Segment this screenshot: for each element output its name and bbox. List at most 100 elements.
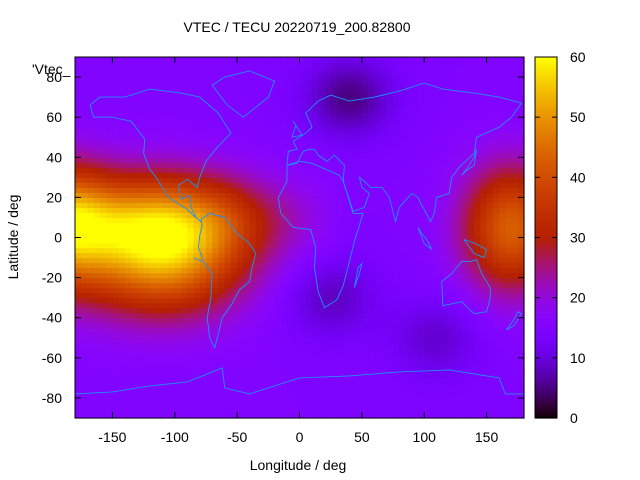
heatmap-cell	[505, 372, 513, 379]
heatmap-cell	[75, 327, 82, 334]
heatmap-cell	[87, 167, 95, 173]
heatmap-cell	[224, 112, 232, 118]
heatmap-cell	[361, 282, 369, 289]
heatmap-cell	[499, 397, 506, 404]
heatmap-cell	[486, 152, 494, 158]
heatmap-cell	[455, 107, 463, 113]
heatmap-cell	[386, 342, 394, 349]
heatmap-cell	[75, 237, 82, 244]
heatmap-cell	[187, 347, 195, 354]
heatmap-cell	[224, 267, 232, 274]
heatmap-cell	[349, 357, 357, 364]
heatmap-cell	[199, 322, 207, 329]
heatmap-cell	[168, 287, 176, 294]
heatmap-cell	[93, 152, 101, 158]
heatmap-cell	[156, 307, 163, 314]
heatmap-cell	[324, 312, 332, 319]
heatmap-cell	[81, 102, 89, 108]
heatmap-cell	[199, 332, 207, 339]
heatmap-cell	[393, 112, 400, 118]
heatmap-cell	[355, 57, 363, 63]
heatmap-cell	[224, 192, 232, 198]
heatmap-cell	[168, 152, 176, 158]
heatmap-cell	[75, 197, 82, 203]
heatmap-cell	[349, 262, 357, 269]
heatmap-cell	[293, 232, 301, 239]
heatmap-cell	[324, 317, 332, 324]
heatmap-cell	[430, 237, 438, 244]
heatmap-cell	[124, 282, 132, 289]
heatmap-cell	[287, 182, 294, 188]
heatmap-cell	[442, 257, 450, 264]
heatmap-cell	[230, 342, 238, 349]
heatmap-cell	[131, 412, 138, 419]
heatmap-cell	[212, 82, 220, 88]
heatmap-cell	[492, 172, 500, 178]
heatmap-cell	[187, 217, 195, 224]
heatmap-cell	[393, 302, 400, 309]
heatmap-cell	[505, 337, 513, 344]
heatmap-cell	[461, 242, 469, 249]
heatmap-cell	[311, 372, 319, 379]
heatmap-cell	[212, 357, 220, 364]
heatmap-cell	[436, 112, 444, 118]
heatmap-cell	[268, 197, 276, 203]
heatmap-cell	[212, 102, 220, 108]
heatmap-cell	[131, 112, 138, 118]
heatmap-cell	[187, 307, 195, 314]
heatmap-cell	[455, 342, 463, 349]
heatmap-cell	[218, 152, 226, 158]
heatmap-cell	[168, 382, 176, 389]
heatmap-cell	[280, 57, 288, 63]
heatmap-cell	[330, 222, 338, 229]
heatmap-cell	[137, 352, 145, 359]
heatmap-cell	[99, 152, 107, 158]
heatmap-cell	[318, 342, 326, 349]
heatmap-cell	[287, 82, 294, 88]
heatmap-cell	[480, 82, 488, 88]
heatmap-cell	[193, 412, 201, 419]
heatmap-cell	[230, 407, 238, 414]
heatmap-cell	[424, 397, 432, 404]
heatmap-cell	[93, 137, 101, 143]
heatmap-cell	[118, 77, 126, 83]
heatmap-cell	[262, 282, 269, 289]
heatmap-cell	[118, 122, 126, 128]
heatmap-cell	[118, 292, 126, 299]
heatmap-cell	[280, 327, 288, 334]
heatmap-cell	[393, 402, 400, 409]
heatmap-cell	[380, 242, 388, 249]
heatmap-cell	[87, 407, 95, 414]
heatmap-cell	[436, 317, 444, 324]
heatmap-cell	[399, 132, 407, 138]
heatmap-cell	[205, 137, 213, 143]
heatmap-cell	[262, 392, 269, 399]
heatmap-cell	[218, 77, 226, 83]
heatmap-cell	[336, 282, 344, 289]
heatmap-cell	[430, 57, 438, 63]
heatmap-cell	[399, 217, 407, 224]
heatmap-cell	[81, 202, 89, 209]
heatmap-cell	[399, 347, 407, 354]
heatmap-cell	[212, 67, 220, 73]
heatmap-cell	[143, 222, 151, 229]
heatmap-cell	[442, 177, 450, 183]
heatmap-cell	[399, 232, 407, 239]
heatmap-cell	[449, 152, 457, 158]
heatmap-cell	[499, 292, 506, 299]
heatmap-cell	[268, 172, 276, 178]
heatmap-cell	[430, 282, 438, 289]
heatmap-cell	[374, 97, 382, 103]
heatmap-cell	[311, 202, 319, 209]
heatmap-cell	[131, 357, 138, 364]
heatmap-cell	[274, 212, 282, 219]
heatmap-cell	[137, 282, 145, 289]
heatmap-cell	[486, 122, 494, 128]
heatmap-cell	[93, 312, 101, 319]
heatmap-cell	[87, 272, 95, 279]
heatmap-cell	[149, 362, 157, 369]
heatmap-cell	[343, 62, 350, 68]
heatmap-cell	[343, 182, 350, 188]
heatmap-cell	[330, 397, 338, 404]
heatmap-cell	[112, 367, 120, 374]
